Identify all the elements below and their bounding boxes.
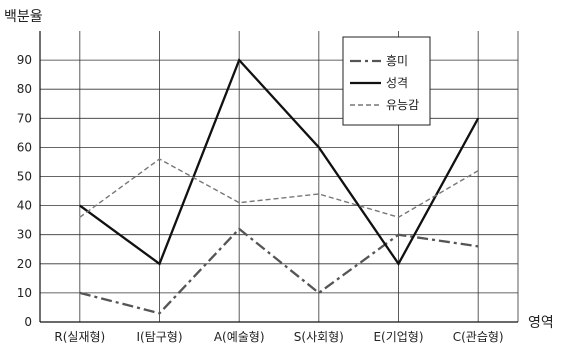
x-tick-label: E(기업형) [373,330,423,344]
x-tick-label: A(예술형) [214,330,265,344]
x-axis-title: 영역 [528,315,554,331]
legend-label-3: 유능감 [386,98,419,112]
y-axis-title: 백분율 [4,9,43,25]
chart-series [79,57,480,315]
y-tick-label: 10 [17,286,32,300]
legend-box [342,36,431,126]
series-line-3 [79,158,479,218]
y-tick-label: 70 [17,111,32,125]
tick-labels: 0 10 20 30 40 50 60 70 80 90 R(실재형) I(탐구형) A(예술형) S(사… [17,53,504,344]
y-tick-label: 30 [17,228,32,242]
x-tick-label: S(사회형) [294,330,344,344]
x-tick-label: I(탐구형) [136,330,182,344]
y-tick-label: 60 [17,140,32,154]
y-tick-label: 50 [17,170,32,184]
legend-label-2: 성격 [386,76,408,90]
chart-axes [39,31,518,323]
y-tick-label: 40 [17,199,32,213]
y-tick-label: 0 [24,315,32,329]
legend-label-1: 흥미 [386,54,408,68]
chart-grid [40,31,519,322]
x-tick-label: C(관습형) [453,330,504,344]
y-tick-label: 90 [17,53,32,67]
y-tick-label: 80 [17,82,32,96]
series-line-2 [79,57,480,266]
series-line-1 [79,227,479,315]
x-tick-label: R(실재형) [54,330,105,344]
y-tick-label: 20 [17,257,32,271]
